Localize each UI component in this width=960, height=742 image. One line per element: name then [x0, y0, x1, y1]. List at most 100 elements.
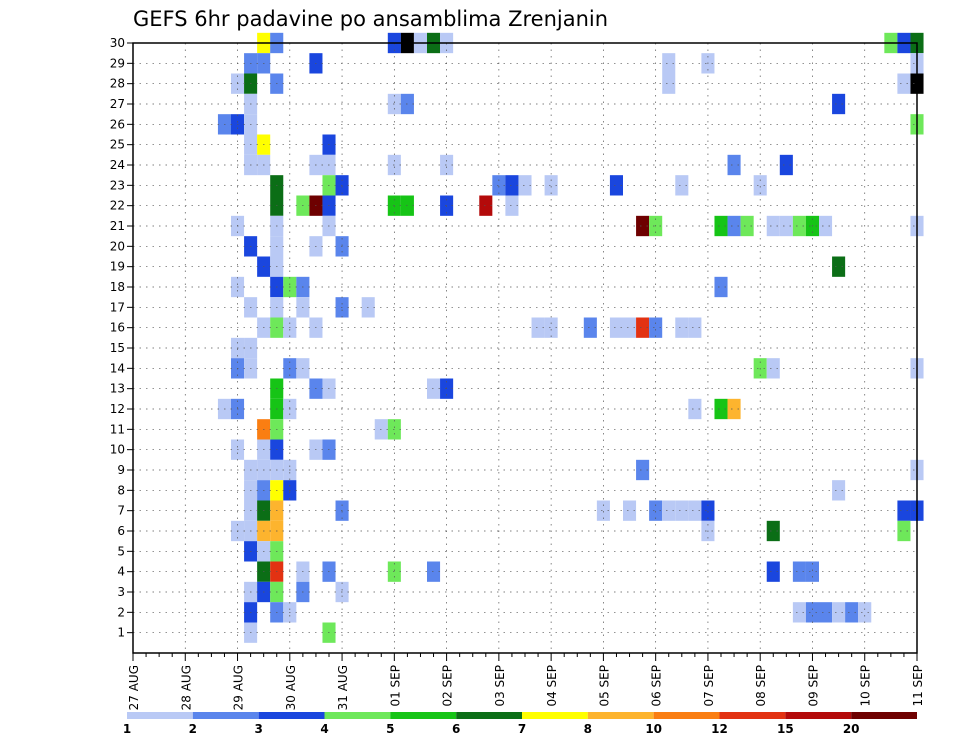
heatmap-cell: [832, 93, 846, 115]
heatmap-cell: [636, 459, 650, 481]
y-tick-label: 19: [110, 260, 125, 274]
x-tick-label: 06 SEP: [650, 665, 664, 707]
x-tick-label: 11 SEP: [911, 665, 925, 707]
colorbar-segment: [587, 712, 654, 719]
heatmap-cell: [766, 520, 780, 542]
heatmap-cell: [505, 195, 519, 216]
heatmap-cell: [440, 154, 454, 176]
y-tick-label: 20: [110, 239, 125, 253]
heatmap-cell: [727, 154, 741, 176]
y-tick-label: 4: [117, 565, 125, 579]
heatmap-cell: [662, 500, 676, 521]
heatmap-cell: [792, 215, 806, 237]
colorbar-segment: [522, 712, 588, 719]
heatmap-cell: [897, 500, 911, 521]
heatmap-cell: [479, 195, 493, 216]
y-tick-label: 9: [117, 463, 125, 477]
heatmap-cell: [858, 602, 872, 623]
y-tick-label: 11: [110, 422, 125, 436]
colorbar: 1 2 3 4 5 6 7 8 10 12 15 20: [123, 712, 917, 736]
y-tick-label: 21: [110, 219, 125, 233]
colorbar-segment: [127, 712, 193, 719]
x-tick-label: 28 AUG: [179, 665, 193, 710]
heatmap-cell: [649, 500, 663, 521]
heatmap-cell: [544, 317, 558, 338]
heatmap-cell: [623, 500, 637, 521]
colorbar-segment: [192, 712, 259, 719]
y-tick-label: 28: [110, 77, 125, 91]
x-tick-label: 03 SEP: [493, 665, 507, 707]
heatmap-cell: [727, 215, 741, 237]
heatmap-cell: [819, 215, 833, 237]
y-tick-label: 23: [110, 178, 125, 192]
heatmap-cell: [701, 500, 715, 521]
heatmap-cell: [649, 317, 663, 338]
colorbar-label: 15: [777, 722, 794, 736]
heatmap-cell: [832, 480, 846, 501]
heatmap-cell: [897, 73, 911, 94]
heatmap-cell: [714, 398, 728, 420]
heatmap-cell: [897, 520, 911, 542]
heatmap-cell: [792, 602, 806, 623]
y-tick-label: 8: [117, 483, 125, 497]
heatmap-cell: [675, 317, 689, 338]
heatmap-cell: [779, 154, 793, 176]
x-axis: 27 AUG 28 AUG 29 AUG 30 AUG 31 AUG 01 SEP 02 S…: [127, 653, 925, 710]
colorbar-segment: [785, 712, 852, 719]
y-axis: 1234567891011121314151617181920212223242…: [110, 36, 133, 640]
x-tick-label: 04 SEP: [545, 665, 559, 707]
colorbar-label: 8: [584, 722, 592, 736]
heatmap-cell: [740, 215, 754, 237]
colorbar-label: 6: [452, 722, 460, 736]
y-tick-label: 10: [110, 443, 125, 457]
y-tick-label: 2: [117, 605, 125, 619]
x-tick-label: 01 SEP: [388, 665, 402, 707]
heatmap-cell: [832, 256, 846, 277]
heatmap-cell: [636, 317, 650, 338]
colorbar-label: 5: [386, 722, 394, 736]
heatmap-cell: [505, 175, 519, 196]
x-tick-label: 10 SEP: [859, 665, 873, 707]
x-tick-label: 02 SEP: [441, 665, 455, 707]
y-tick-label: 7: [117, 504, 125, 518]
y-tick-label: 22: [110, 199, 125, 213]
x-tick-label: 31 AUG: [336, 665, 350, 710]
x-tick-label: 30 AUG: [284, 665, 298, 710]
y-tick-label: 13: [110, 382, 125, 396]
x-tick-label: 05 SEP: [597, 665, 611, 707]
heatmap-cell: [623, 317, 637, 338]
heatmap-cell: [688, 398, 702, 420]
heatmap-cell: [779, 215, 793, 237]
heatmap-cell: [609, 175, 623, 196]
colorbar-label: 3: [254, 722, 262, 736]
y-tick-label: 16: [110, 321, 125, 335]
heatmap-cell: [819, 602, 833, 623]
y-tick-label: 17: [110, 300, 125, 314]
y-tick-label: 5: [117, 544, 125, 558]
y-tick-label: 29: [110, 56, 125, 70]
heatmap-cell: [531, 317, 545, 338]
heatmap-cell: [583, 317, 597, 338]
heatmap-cell: [675, 175, 689, 196]
heatmap-cell: [427, 561, 441, 582]
heatmap-cell: [753, 175, 767, 196]
y-tick-label: 30: [110, 36, 125, 50]
colorbar-label: 4: [320, 722, 328, 736]
heatmap-cell: [792, 561, 806, 582]
heatmap-cell: [805, 561, 819, 582]
x-tick-label: 29 AUG: [232, 665, 246, 710]
heatmap-cell: [766, 561, 780, 582]
colorbar-segment: [653, 712, 720, 719]
heatmap-cell: [662, 53, 676, 74]
heatmap-cell: [766, 358, 780, 379]
heatmap-cell: [518, 175, 532, 196]
heatmap-cell: [714, 276, 728, 298]
heatmap-cell: [609, 317, 623, 338]
y-tick-label: 1: [117, 626, 125, 640]
heatmap-cells: [217, 32, 924, 643]
heatmap-cell: [845, 602, 859, 623]
y-tick-label: 27: [110, 97, 125, 111]
heatmap-cell: [766, 215, 780, 237]
colorbar-label: 20: [843, 722, 860, 736]
